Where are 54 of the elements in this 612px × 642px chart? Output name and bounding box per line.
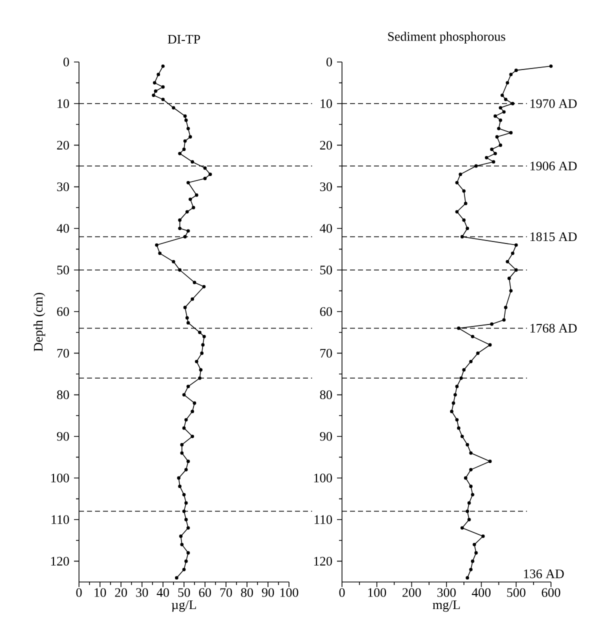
y-tick-label: 90 [320, 432, 332, 441]
y-tick-label: 100 [314, 474, 332, 482]
x-axis-title: mg/L [432, 600, 460, 612]
y-tick-label: 30 [57, 182, 69, 192]
y-tick-label: 20 [320, 140, 332, 150]
y-tick-label: 40 [320, 224, 332, 233]
y-tick-label: 60 [57, 307, 69, 316]
y-tick-label: 10 [320, 99, 332, 108]
x-tick-label: 500 [507, 588, 526, 597]
y-tick-label: 20 [57, 140, 69, 150]
x-tick-label: 90 [262, 588, 274, 597]
chart-title: DI-TP [168, 34, 200, 44]
x-tick-label: 100 [368, 588, 386, 597]
y-tick-label: 10 [58, 99, 69, 108]
y-tick-label: 0 [326, 58, 332, 66]
y-tick-label: 70 [57, 348, 69, 358]
ref-line-label: 1906 AD [530, 162, 577, 170]
y-tick-label: 110 [52, 515, 69, 524]
x-tick-label: 40 [156, 588, 169, 597]
y-tick-label: 50 [57, 266, 69, 274]
x-tick-label: 50 [178, 588, 190, 597]
x-tick-label: 10 [94, 588, 106, 597]
y-tick-label: 70 [320, 348, 332, 358]
annotation: 136 AD [524, 569, 564, 578]
y-tick-label: 50 [320, 266, 332, 274]
x-tick-label: 20 [115, 588, 127, 597]
ref-line-label: 1970 AD [530, 99, 577, 108]
y-tick-label: 120 [51, 556, 69, 566]
x-tick-label: 80 [241, 588, 253, 597]
y-tick-label: 60 [320, 307, 332, 316]
x-tick-label: 0 [339, 588, 345, 597]
y-tick-label: 0 [64, 58, 69, 66]
x-tick-label: 400 [472, 588, 491, 597]
x-tick-label: 70 [220, 588, 232, 597]
x-tick-label: 0 [76, 588, 82, 597]
y-axis-title: Depth (cm) [33, 292, 46, 352]
ref-line-label: 1815 AD [530, 232, 577, 242]
y-tick-label: 100 [51, 474, 69, 482]
y-tick-label: 120 [314, 556, 332, 566]
x-tick-label: 200 [402, 588, 421, 597]
y-tick-label: 40 [56, 224, 69, 233]
y-tick-label: 110 [314, 515, 332, 524]
y-tick-label: 90 [56, 432, 69, 441]
x-tick-label: 600 [542, 588, 560, 597]
y-tick-label: 80 [320, 390, 332, 400]
chart-title: Sediment phosphorous [388, 32, 506, 44]
y-tick-label: 80 [57, 390, 69, 400]
y-tick-label: 30 [320, 182, 332, 192]
x-tick-label: 60 [199, 588, 211, 597]
x-tick-label: 100 [280, 588, 298, 597]
ref-line-label: 1768 AD [530, 324, 577, 333]
x-tick-label: 300 [437, 588, 456, 597]
x-tick-label: 30 [136, 588, 148, 597]
x-axis-title: µg/L [172, 600, 196, 612]
